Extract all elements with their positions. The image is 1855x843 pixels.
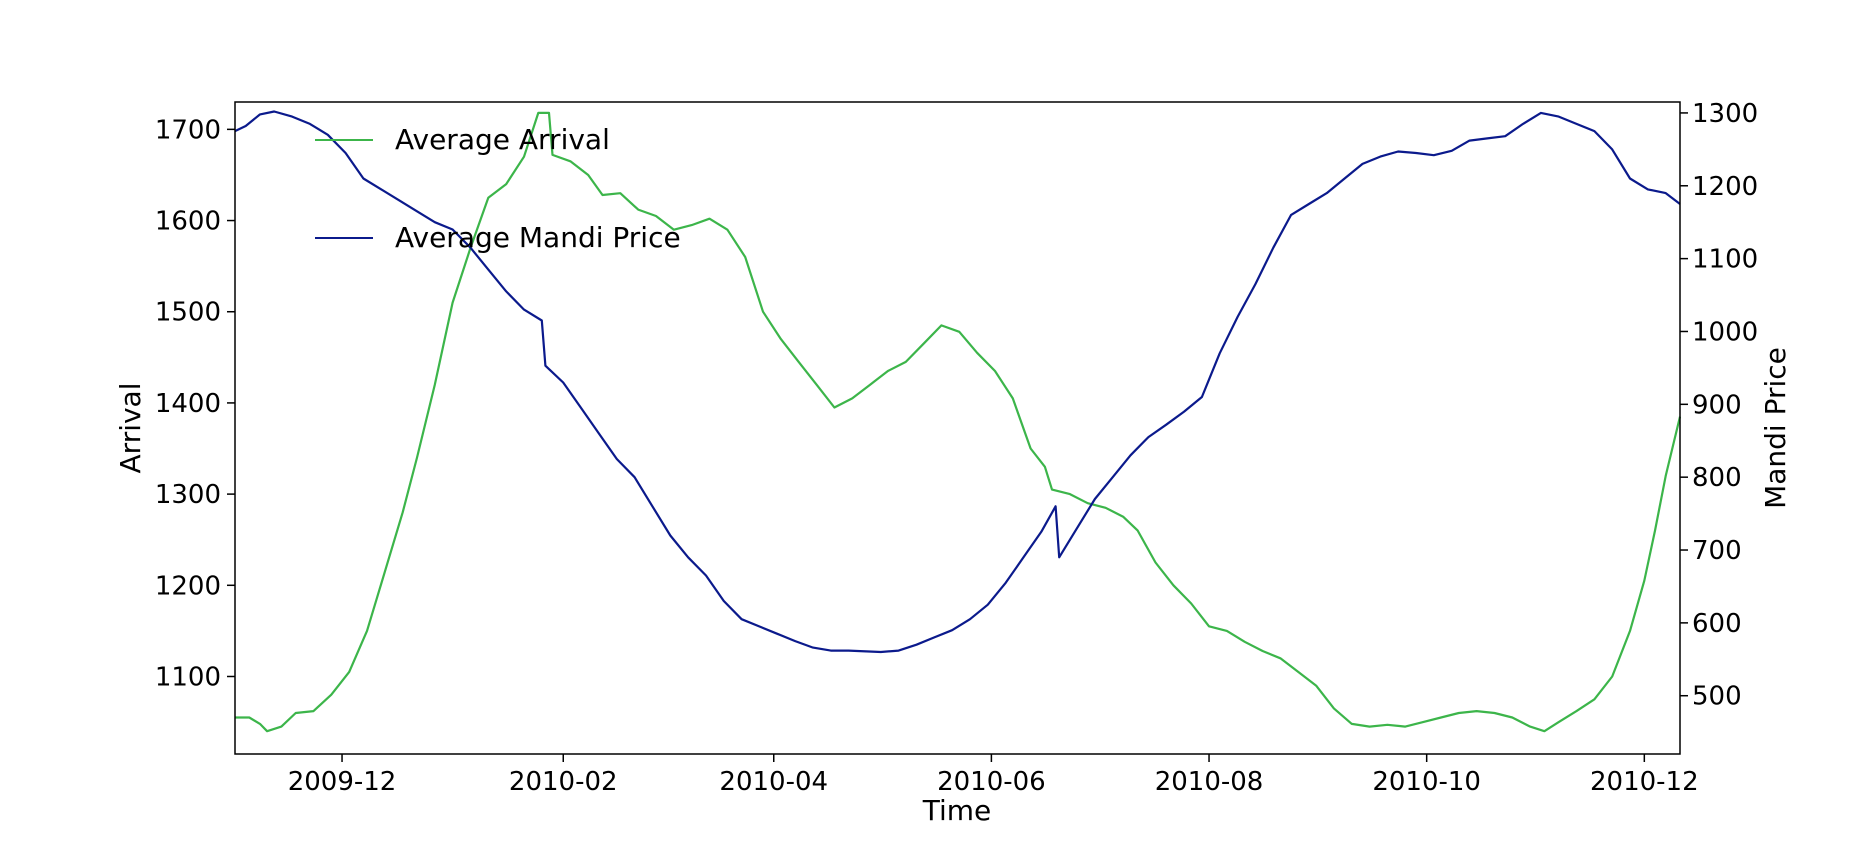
series-layer (234, 110, 1682, 733)
y-right-tick-label: 1000 (1692, 317, 1758, 347)
y-right-tick-label: 900 (1692, 390, 1742, 420)
x-tick-label: 2010-06 (937, 767, 1046, 797)
y-axis-right: 500 600 700 800 900 1000 1100 1200 1300 (1680, 99, 1758, 712)
legend-label-average-arrival: Average Arrival (395, 123, 610, 156)
y-right-tick-label: 1100 (1692, 245, 1758, 275)
plot-area-frame (234, 101, 1681, 755)
y-left-tick-label: 1700 (155, 115, 221, 145)
y-left-tick-label: 1300 (155, 480, 221, 510)
y-left-tick-label: 1200 (155, 571, 221, 601)
y-axis-left: 1100 1200 1300 1400 1500 1600 1700 (155, 115, 235, 692)
y-right-tick-label: 1200 (1692, 172, 1758, 202)
y-right-tick-label: 800 (1692, 463, 1742, 493)
x-tick-label: 2010-10 (1372, 767, 1481, 797)
x-tick-label: 2010-08 (1155, 767, 1264, 797)
series-line-average-arrival (235, 111, 1682, 733)
x-tick-label: 2010-02 (509, 767, 618, 797)
legend-label-average-mandi-price: Average Mandi Price (395, 221, 681, 254)
x-tick-label: 2010-12 (1590, 767, 1699, 797)
y-left-tick-label: 1500 (155, 298, 221, 328)
x-axis-title: Time (922, 794, 992, 827)
x-tick-label: 2009-12 (288, 767, 397, 797)
y-left-tick-label: 1400 (155, 389, 221, 419)
y-left-tick-label: 1600 (155, 207, 221, 237)
y-right-tick-label: 500 (1692, 682, 1742, 712)
y-axis-right-title: Mandi Price (1759, 347, 1792, 509)
legend: Average Arrival Average Mandi Price (315, 123, 681, 254)
y-right-tick-label: 600 (1692, 609, 1742, 639)
y-axis-left-title: Arrival (114, 383, 147, 474)
y-right-tick-label: 700 (1692, 536, 1742, 566)
x-tick-label: 2010-04 (719, 767, 828, 797)
x-axis: 2009-12 2010-02 2010-04 2010-06 2010-08 2010-… (288, 754, 1699, 797)
y-right-tick-label: 1300 (1692, 99, 1758, 129)
y-left-tick-label: 1100 (155, 662, 221, 692)
series-line-average-mandi-price (234, 110, 1681, 654)
